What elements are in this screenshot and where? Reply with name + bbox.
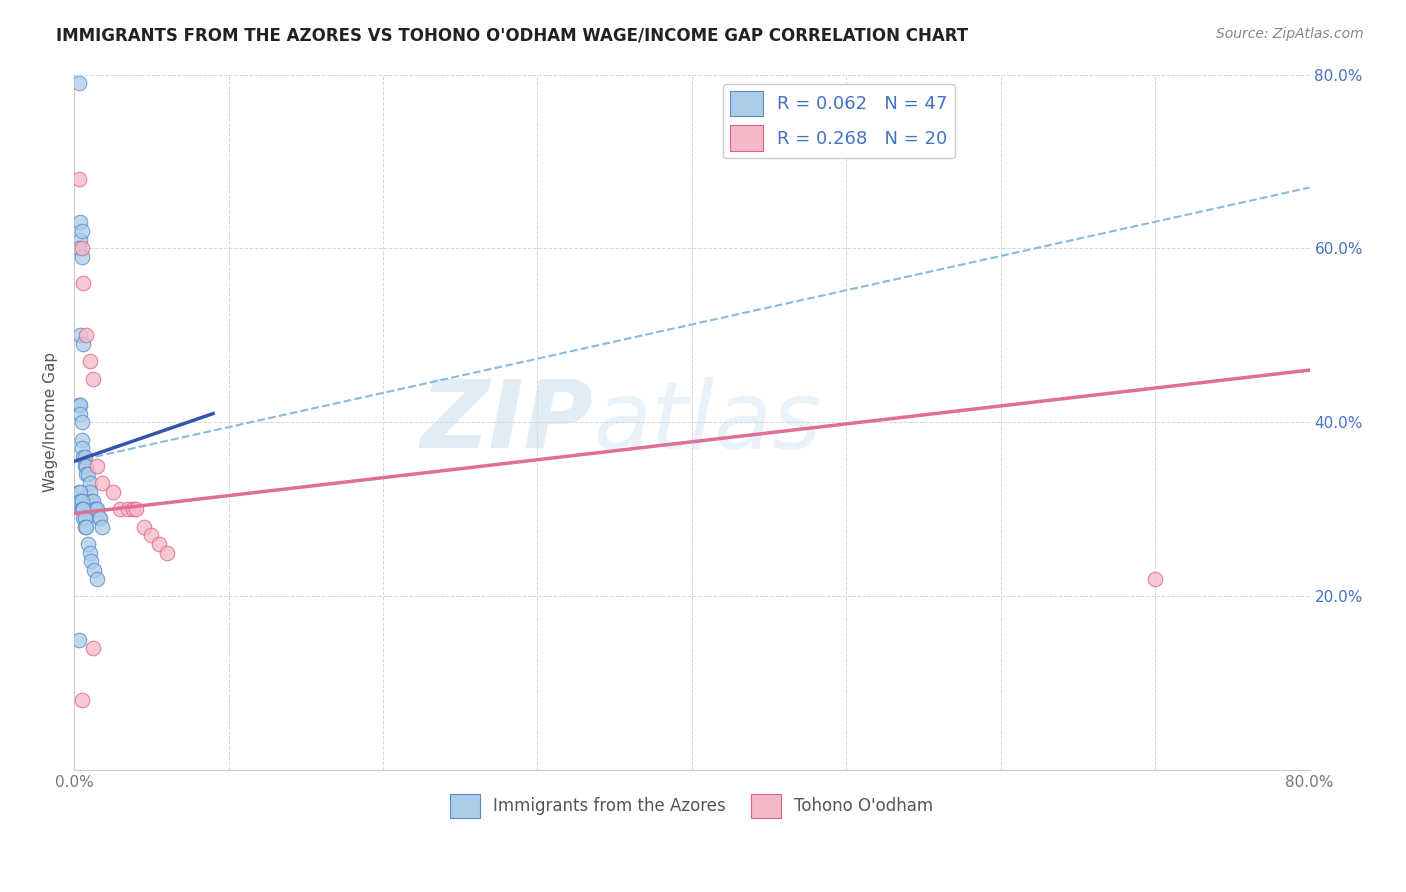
Point — [117, 502, 139, 516]
Point — [70, 502, 93, 516]
Point — [1144, 572, 1167, 586]
Point — [121, 502, 143, 516]
Point — [69, 233, 91, 247]
Point — [70, 693, 93, 707]
Point — [67, 398, 90, 412]
Point — [86, 572, 108, 586]
Point — [90, 476, 112, 491]
Point — [70, 241, 93, 255]
Point — [141, 528, 163, 542]
Point — [86, 458, 108, 473]
Point — [86, 502, 108, 516]
Text: IMMIGRANTS FROM THE AZORES VS TOHONO O'ODHAM WAGE/INCOME GAP CORRELATION CHART: IMMIGRANTS FROM THE AZORES VS TOHONO O'O… — [56, 27, 969, 45]
Point — [156, 546, 179, 560]
Point — [70, 415, 93, 429]
Point — [70, 433, 93, 447]
Point — [73, 450, 96, 464]
Point — [101, 484, 124, 499]
Point — [67, 171, 90, 186]
Point — [77, 467, 100, 482]
Text: Source: ZipAtlas.com: Source: ZipAtlas.com — [1216, 27, 1364, 41]
Point — [79, 484, 101, 499]
Point — [72, 511, 94, 525]
Point — [84, 502, 107, 516]
Point — [75, 519, 97, 533]
Point — [72, 502, 94, 516]
Point — [82, 641, 104, 656]
Point — [73, 519, 96, 533]
Point — [72, 450, 94, 464]
Point — [75, 458, 97, 473]
Point — [69, 493, 91, 508]
Point — [75, 467, 97, 482]
Point — [80, 554, 103, 568]
Point — [69, 398, 91, 412]
Point — [69, 215, 91, 229]
Point — [125, 502, 148, 516]
Y-axis label: Wage/Income Gap: Wage/Income Gap — [44, 352, 58, 492]
Point — [67, 632, 90, 647]
Point — [110, 502, 132, 516]
Point — [70, 442, 93, 456]
Point — [67, 241, 90, 255]
Point — [83, 563, 105, 577]
Legend: Immigrants from the Azores, Tohono O'odham: Immigrants from the Azores, Tohono O'odh… — [443, 788, 941, 824]
Point — [72, 337, 94, 351]
Point — [72, 276, 94, 290]
Point — [70, 224, 93, 238]
Point — [90, 519, 112, 533]
Point — [67, 76, 90, 90]
Point — [148, 537, 170, 551]
Point — [70, 250, 93, 264]
Point — [79, 354, 101, 368]
Point — [87, 511, 110, 525]
Point — [69, 407, 91, 421]
Point — [73, 511, 96, 525]
Text: ZIP: ZIP — [420, 376, 593, 468]
Point — [79, 476, 101, 491]
Point — [69, 484, 91, 499]
Point — [67, 484, 90, 499]
Point — [69, 328, 91, 343]
Point — [80, 493, 103, 508]
Point — [75, 328, 97, 343]
Point — [73, 458, 96, 473]
Point — [77, 537, 100, 551]
Point — [83, 502, 105, 516]
Point — [70, 493, 93, 508]
Text: atlas: atlas — [593, 376, 821, 467]
Point — [82, 493, 104, 508]
Point — [82, 372, 104, 386]
Point — [70, 502, 93, 516]
Point — [79, 546, 101, 560]
Point — [132, 519, 155, 533]
Point — [89, 511, 111, 525]
